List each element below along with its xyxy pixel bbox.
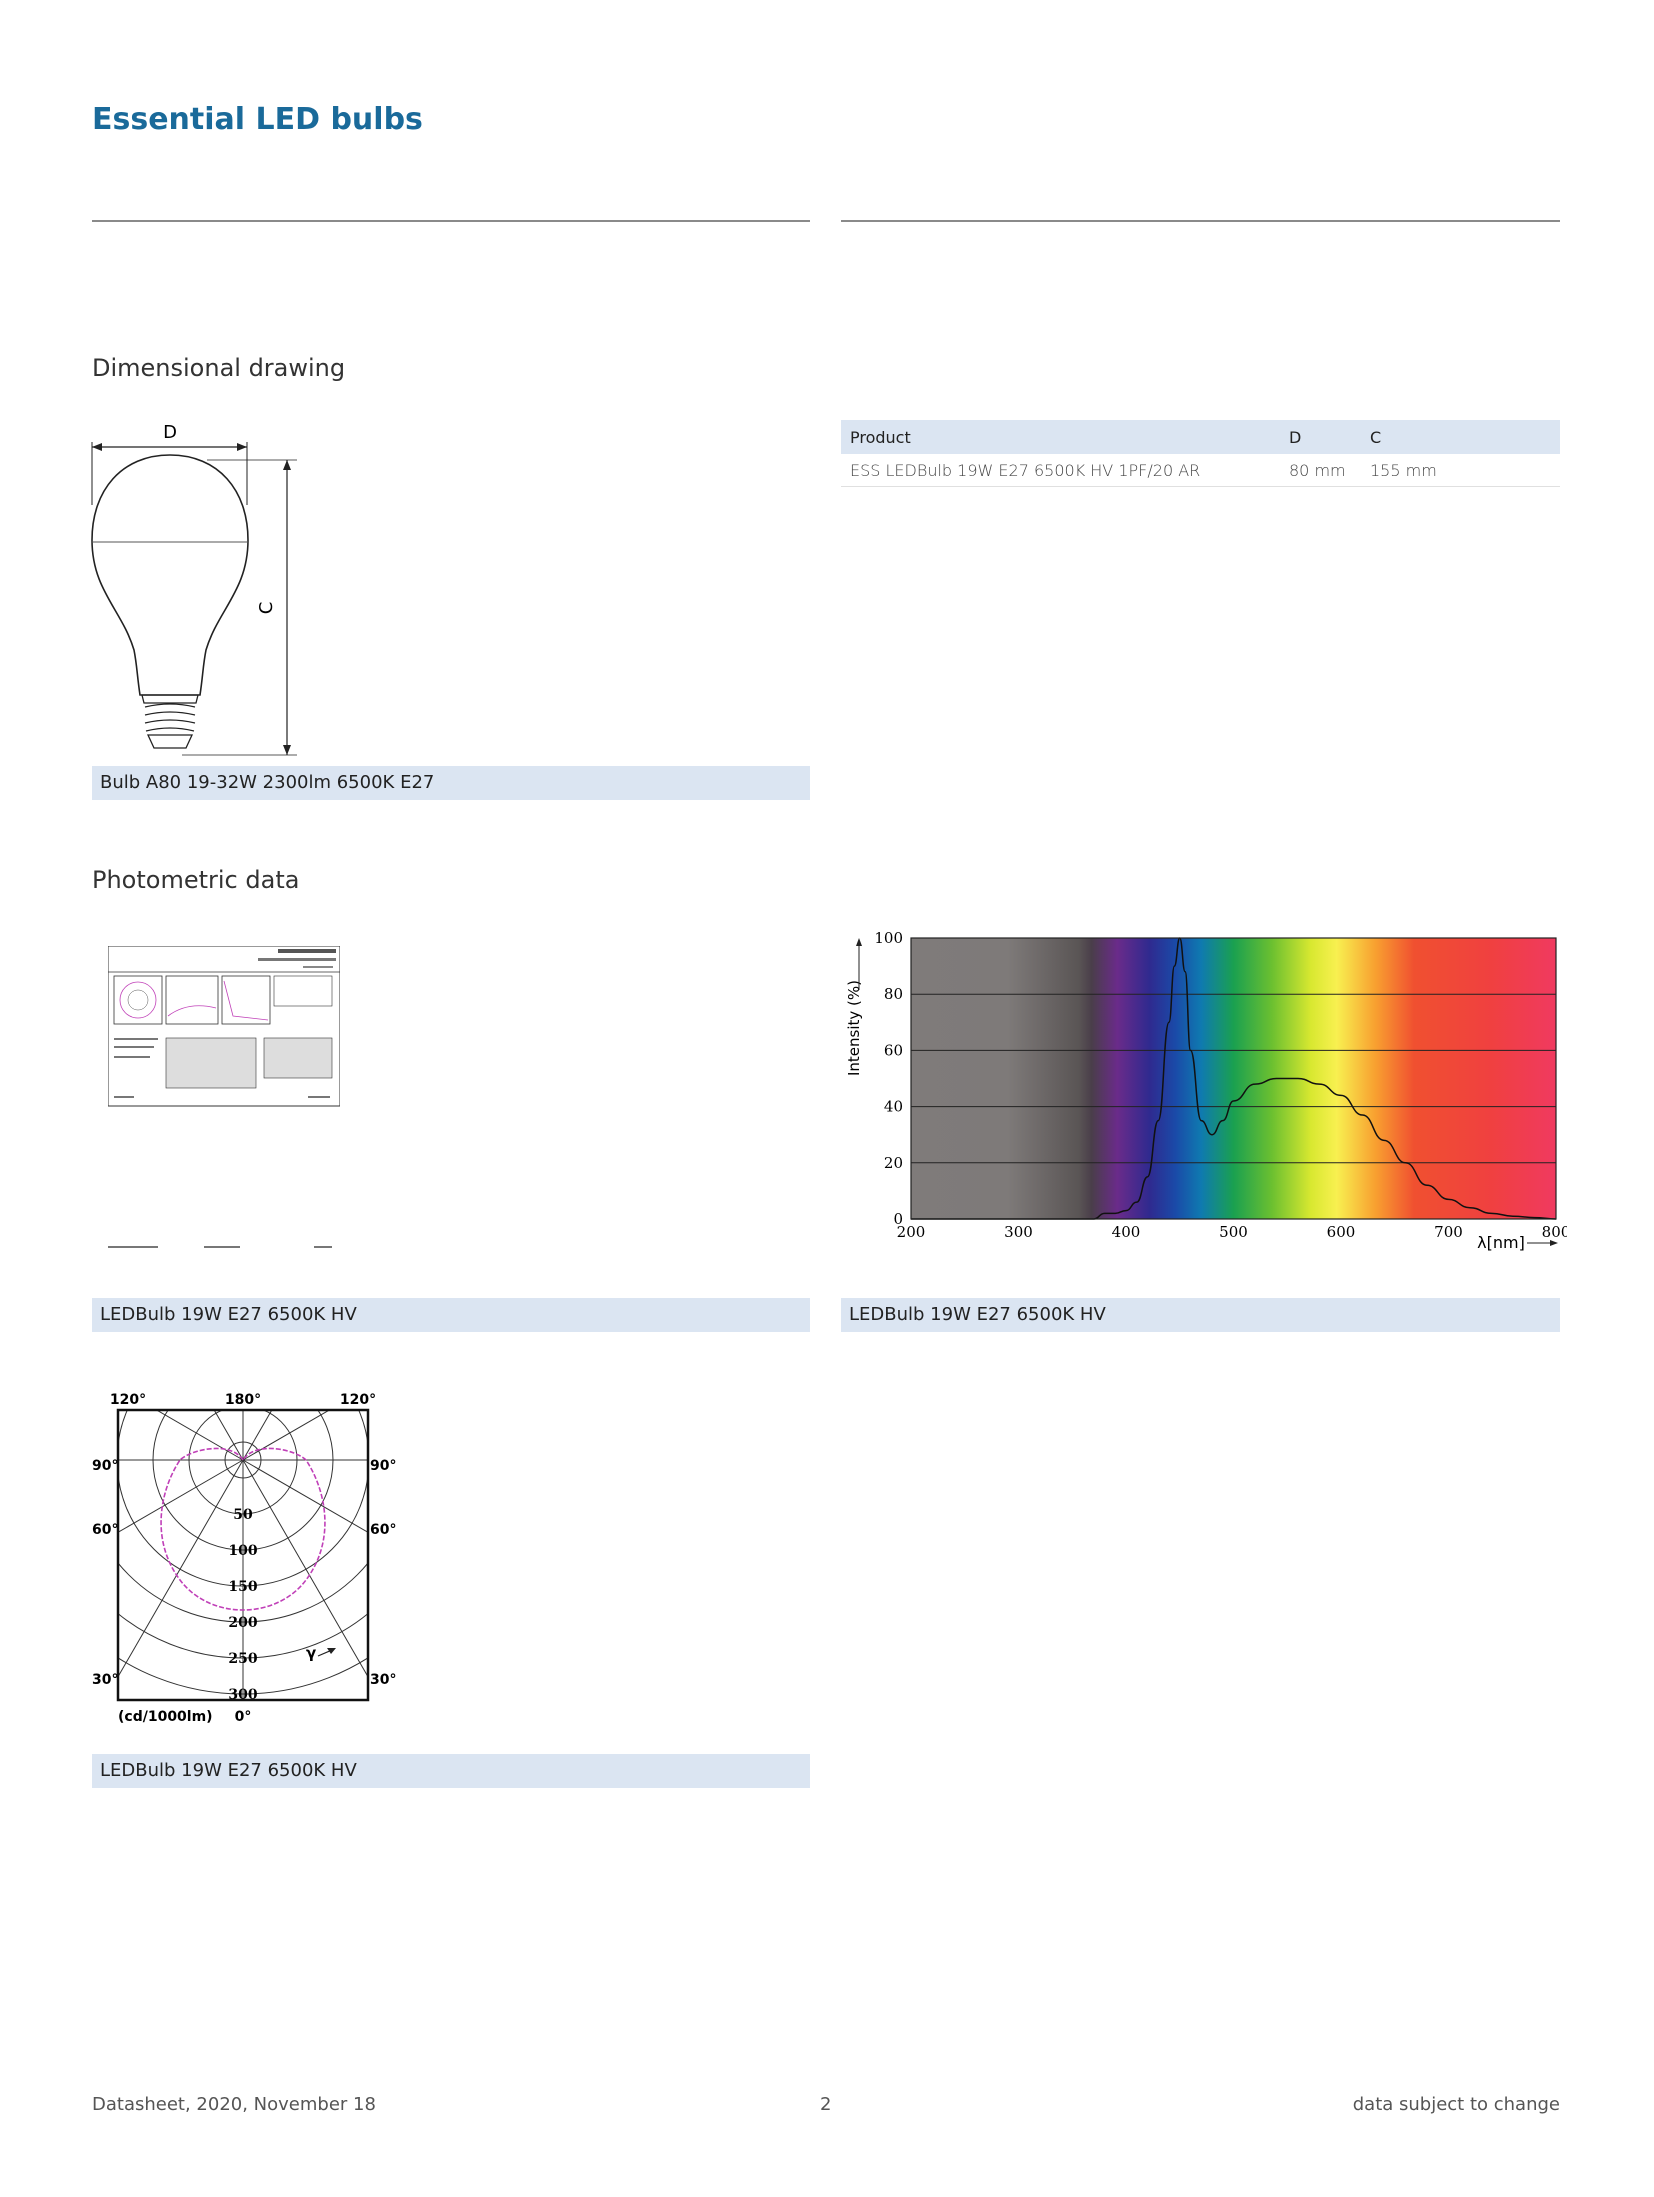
spectrum-curve <box>910 937 1557 1220</box>
x-tick-label: 200 <box>897 1223 926 1241</box>
table-header: Product <box>841 420 1280 454</box>
label-d: D <box>163 422 177 443</box>
y-tick-label: 100 <box>874 929 903 947</box>
radial-label: 300 <box>228 1687 257 1703</box>
bulb-dimensional-drawing: D C <box>91 422 297 756</box>
caption-photometric-left: LEDBulb 19W E27 6500K HV <box>92 1298 810 1332</box>
caption-polar: LEDBulb 19W E27 6500K HV <box>92 1754 810 1788</box>
y-tick-label: 20 <box>884 1154 903 1172</box>
angle-label: 180° <box>225 1392 261 1408</box>
angle-label: 120° <box>340 1392 376 1408</box>
table-cell: 155 mm <box>1361 454 1560 487</box>
angle-label: 90° <box>92 1458 118 1474</box>
radial-label: 100 <box>228 1543 257 1559</box>
radial-label: 150 <box>228 1579 257 1595</box>
y-tick-label: 0 <box>893 1210 903 1228</box>
y-tick-label: 80 <box>884 985 903 1003</box>
x-tick-label: 400 <box>1112 1223 1141 1241</box>
caption-photometric-right: LEDBulb 19W E27 6500K HV <box>841 1298 1560 1332</box>
photometric-sheet-thumbnail <box>108 946 340 1248</box>
radial-label: 200 <box>228 1615 257 1631</box>
divider-left <box>92 220 810 222</box>
x-tick-label: 800 <box>1542 1223 1567 1241</box>
table-cell: ESS LEDBulb 19W E27 6500K HV 1PF/20 AR <box>841 454 1280 487</box>
y-tick-label: 40 <box>884 1098 903 1116</box>
section-heading-photometric: Photometric data <box>92 866 300 894</box>
product-table: Product D C ESS LEDBulb 19W E27 6500K HV… <box>841 420 1560 487</box>
angle-label: 0° <box>235 1709 252 1725</box>
angle-label: 120° <box>110 1392 146 1408</box>
spectral-power-chart: 0 20 40 60 80 100 200 300 400 500 600 700 800 Intens… <box>845 929 1567 1252</box>
footer-disclaimer: data subject to change <box>1352 2094 1560 2115</box>
table-row: ESS LEDBulb 19W E27 6500K HV 1PF/20 AR 8… <box>841 454 1560 487</box>
footer-page-number: 2 <box>820 2094 832 2115</box>
caption-dimensional: Bulb A80 19-32W 2300lm 6500K E27 <box>92 766 810 800</box>
radial-label: 50 <box>233 1507 253 1523</box>
table-header: D <box>1280 420 1361 454</box>
angle-label: 30° <box>370 1672 396 1688</box>
unit-label: (cd/1000lm) <box>118 1709 213 1725</box>
table-cell: 80 mm <box>1280 454 1361 487</box>
page-title: Essential LED bulbs <box>92 102 423 137</box>
angle-label: 90° <box>370 1458 396 1474</box>
angle-label: 30° <box>92 1672 118 1688</box>
divider-right <box>841 220 1560 222</box>
section-heading-dimensional: Dimensional drawing <box>92 354 346 382</box>
table-header-row: Product D C <box>841 420 1560 454</box>
table-header: C <box>1361 420 1560 454</box>
y-tick-label: 60 <box>884 1041 903 1059</box>
footer-date: Datasheet, 2020, November 18 <box>92 2094 376 2115</box>
angle-label: 60° <box>92 1522 118 1538</box>
x-tick-label: 300 <box>1004 1223 1033 1241</box>
polar-light-distribution-diagram: 120° 180° 120° 90° 90° 60° 60° 30° 30° 0… <box>92 1392 396 1725</box>
x-tick-label: 600 <box>1327 1223 1356 1241</box>
x-tick-label: 700 <box>1434 1223 1463 1241</box>
angle-label: 60° <box>370 1522 396 1538</box>
radial-label: 250 <box>228 1651 257 1667</box>
x-tick-label: 500 <box>1219 1223 1248 1241</box>
x-axis-label: λ[nm] <box>1477 1233 1525 1252</box>
label-c: C <box>256 602 277 615</box>
gamma-label: γ <box>306 1644 316 1662</box>
y-axis-label: Intensity (%) <box>845 980 863 1076</box>
